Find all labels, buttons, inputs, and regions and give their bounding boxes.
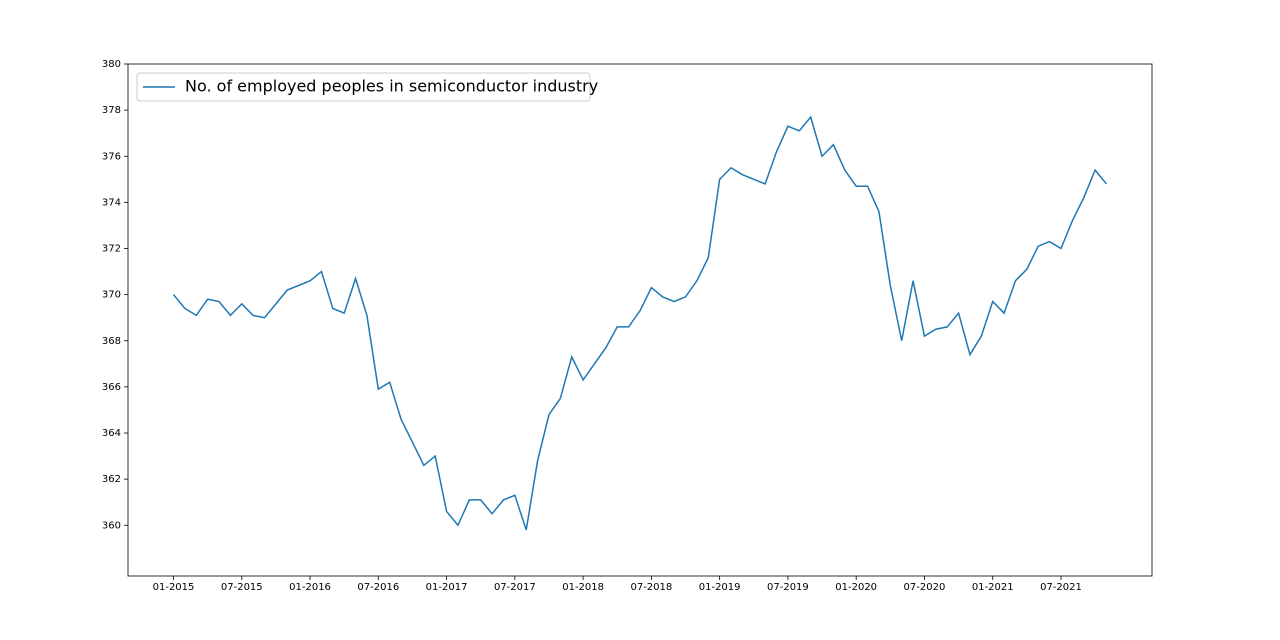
y-tick-label: 376 (102, 151, 121, 162)
x-tick-label: 01-2021 (972, 582, 1014, 593)
x-tick-label: 07-2015 (221, 582, 263, 593)
x-tick-label: 01-2018 (562, 582, 604, 593)
y-tick-label: 360 (102, 520, 121, 531)
legend-label: No. of employed peoples in semiconductor… (185, 77, 598, 96)
y-tick-label: 378 (102, 105, 121, 116)
y-tick-label: 374 (102, 197, 121, 208)
x-tick-label: 07-2016 (357, 582, 399, 593)
x-tick-label: 07-2020 (904, 582, 946, 593)
x-tick-label: 01-2017 (426, 582, 468, 593)
x-tick-label: 01-2016 (289, 582, 331, 593)
x-tick-label: 07-2021 (1040, 582, 1082, 593)
legend-box (136, 72, 591, 102)
y-tick-label: 362 (102, 474, 121, 485)
y-tick-label: 368 (102, 336, 121, 347)
x-tick-label: 07-2019 (767, 582, 809, 593)
y-tick-label: 364 (102, 428, 121, 439)
y-tick-label: 372 (102, 244, 121, 255)
plot-frame (127, 63, 1153, 577)
y-tick-label: 366 (102, 382, 121, 393)
x-tick-label: 07-2017 (494, 582, 536, 593)
y-tick-label: 370 (102, 290, 121, 301)
data-line (172, 115, 1108, 531)
x-tick-label: 07-2018 (630, 582, 672, 593)
x-tick-label: 01-2020 (835, 582, 877, 593)
x-tick-label: 01-2015 (153, 582, 195, 593)
y-tick-label: 380 (102, 59, 121, 70)
x-tick-label: 01-2019 (699, 582, 741, 593)
